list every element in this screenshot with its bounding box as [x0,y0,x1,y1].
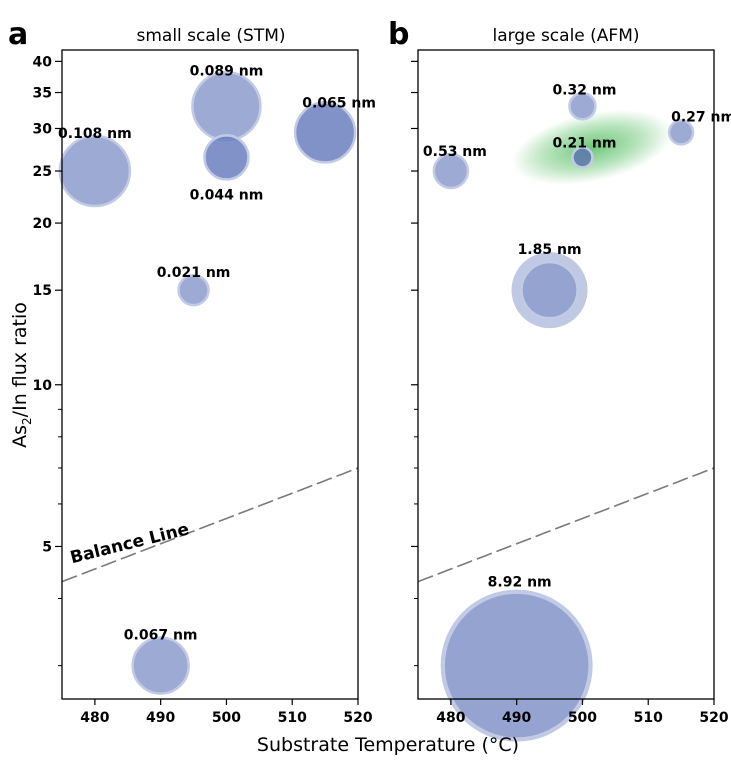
y-axis-title: As2/In flux ratio [9,302,34,448]
bubble-point [568,92,597,121]
x-tick-label: 520 [699,710,728,726]
panel-a-letter: a [8,17,28,52]
bubble-point [442,591,591,740]
y-tick-label: 40 [33,54,53,70]
panel-b: b large scale (AFM) 0.53 nm 8.92 nm 1.85 n… [388,17,731,742]
x-tick-label: 480 [436,710,465,726]
panel-a-x-ticks: 480 490 500 510 520 [80,699,373,726]
bubble-label: 0.067 nm [124,628,198,644]
balance-line [417,467,715,583]
y-tick-label: 20 [33,216,53,232]
bubble-label: 8.92 nm [488,575,552,591]
panel-a-frame [61,49,359,700]
y-tick-label: 5 [42,539,52,555]
x-tick-label: 510 [278,710,307,726]
y-tick-label: 35 [33,86,52,102]
x-tick-label: 520 [343,710,372,726]
panel-b-marks: 0.53 nm 8.92 nm 1.85 nm 0.32 nm 0.21 nm 0.27 … [423,82,731,742]
bubble-point [293,101,357,164]
bubble-label: 0.53 nm [423,144,487,160]
y-tick-label: 15 [33,283,52,299]
x-axis-title: Substrate Temperature (°C) [257,734,519,756]
bubble-point [58,134,132,208]
bubble-label: 0.108 nm [58,126,132,142]
panel-a-title: small scale (STM) [137,26,286,46]
panel-b-letter: b [388,17,409,52]
bubble-label: 0.044 nm [190,187,264,203]
panel-b-y-ticks [411,60,418,667]
panel-a: a small scale (STM) 0.108 nm 0.067 nm 0.02… [8,17,376,726]
bubble-label: 1.85 nm [518,242,582,258]
bubble-label: 0.089 nm [190,63,264,79]
bubble-point [520,260,579,320]
bubble-point [571,146,594,169]
x-tick-label: 500 [212,710,241,726]
bubble-label: 0.21 nm [552,135,616,151]
bubble-point [191,71,262,142]
x-tick-label: 510 [634,710,663,726]
panel-b-balance [417,467,715,583]
highlight-glow [511,110,673,185]
panel-a-balance: Balance Line [61,467,359,583]
x-tick-label: 490 [502,710,531,726]
bubble-point [432,152,470,190]
balance-line [61,467,359,583]
x-tick-label: 500 [568,710,597,726]
panel-a-y-ticks: 5 10 15 20 25 30 35 40 [33,54,62,667]
bubble-point [177,273,210,307]
panel-b-frame [417,49,715,700]
y-tick-label: 10 [33,378,53,394]
bubble-point [131,636,190,695]
bubble-label: 0.065 nm [302,95,376,111]
panel-b-title: large scale (AFM) [492,26,639,46]
y-tick-label: 30 [33,121,53,137]
bubble-label: 0.27 nm [671,109,731,125]
x-tick-label: 490 [146,710,175,726]
bubble-point [203,134,250,181]
balance-line-label: Balance Line [68,519,191,568]
bubble-point [667,119,695,146]
bubble-label: 0.32 nm [552,82,616,98]
bubble-label: 0.021 nm [157,265,231,281]
panel-a-marks: 0.108 nm 0.067 nm 0.021 nm 0.089 nm 0.044 nm… [58,63,376,695]
x-tick-label: 480 [80,710,109,726]
panel-b-x-ticks: 480 490 500 510 520 [436,699,729,726]
y-tick-label: 25 [33,164,52,180]
